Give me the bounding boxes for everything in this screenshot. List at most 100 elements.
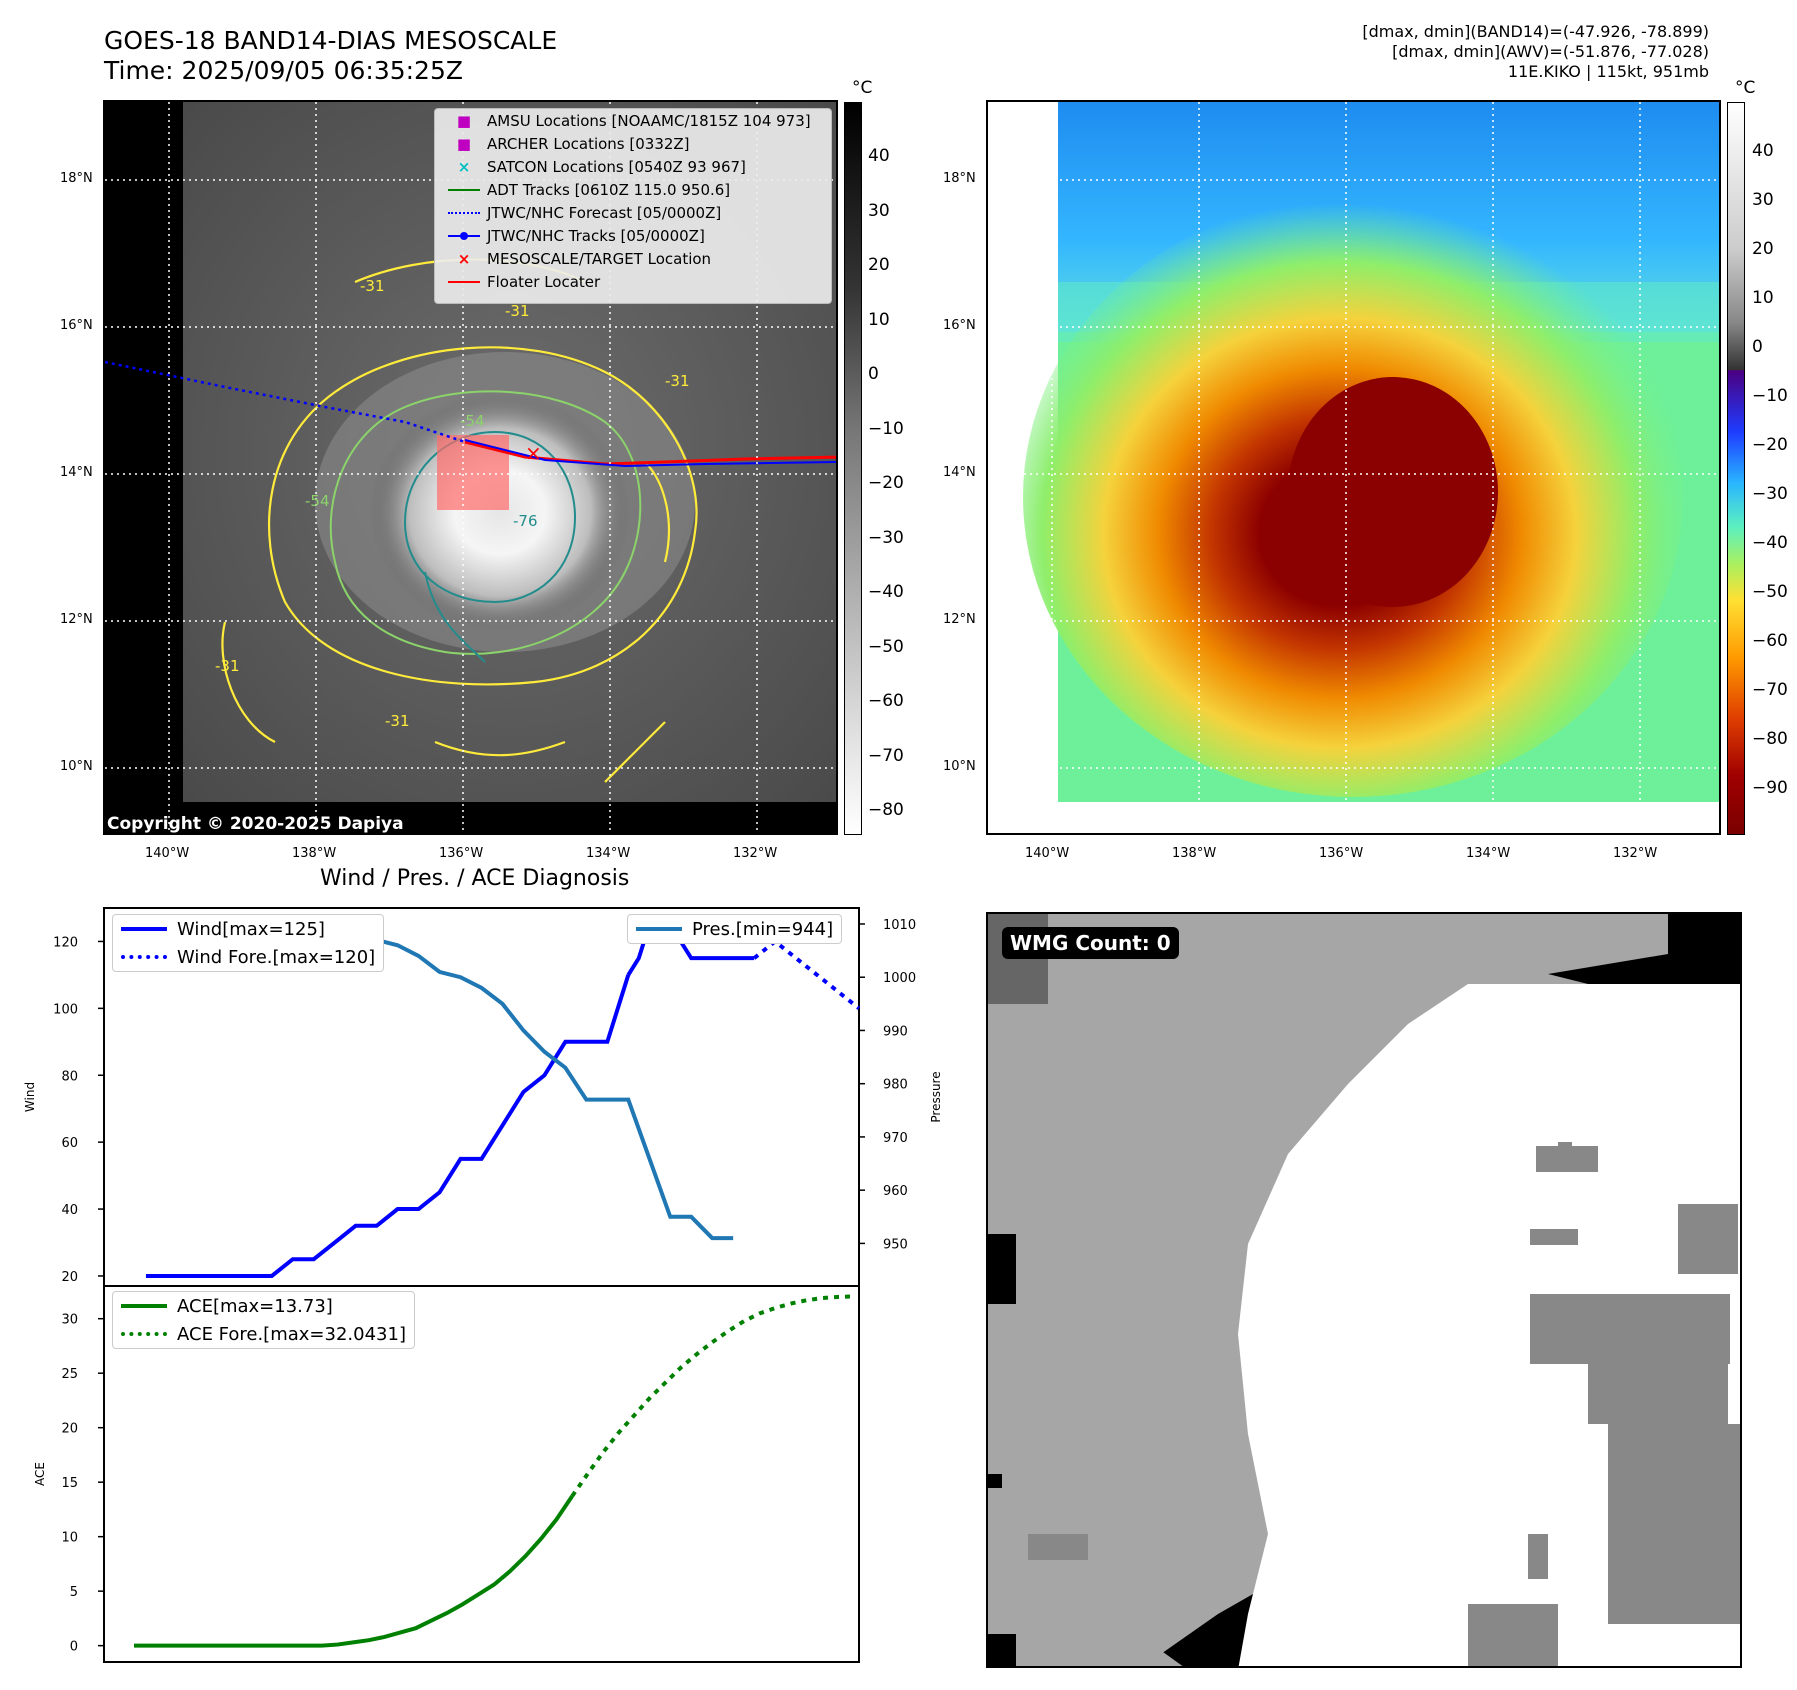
chart-title: GOES-18 BAND14-DIAS MESOSCALE <box>104 26 558 55</box>
legend-symbol <box>441 231 487 240</box>
legend-line-sample <box>121 1332 167 1336</box>
chart-legend: ACE[max=13.73] ACE Fore.[max=32.0431] <box>112 1291 415 1349</box>
wind-tick-label: 60 <box>61 1136 78 1151</box>
colorbar-tick: −70 <box>868 745 904 766</box>
colorbar-tick: −90 <box>1752 778 1788 798</box>
wind-tick-label: 20 <box>61 1270 78 1285</box>
colorbar-tick: 0 <box>1752 337 1763 357</box>
colorbar-unit: °C <box>1735 78 1756 98</box>
target-marker: × <box>525 441 542 465</box>
colorbar-tick: −70 <box>1752 680 1788 700</box>
contour-label: -54 <box>460 412 485 430</box>
legend-entry: × SATCON Locations [0540Z 93 967] <box>435 155 831 178</box>
chart-time: Time: 2025/09/05 06:35:25Z <box>104 56 463 85</box>
chart-legend: Pres.[min=944] <box>627 914 843 944</box>
ace-series-line <box>570 1294 855 1498</box>
lon-tick: 140°W <box>145 846 190 861</box>
color-colorbar <box>1727 102 1745 835</box>
colorbar-tick: −40 <box>1752 533 1788 553</box>
series-line <box>752 938 861 1010</box>
contour-label: -54 <box>305 492 330 510</box>
colorbar-tick: −50 <box>868 636 904 657</box>
lon-tick: 136°W <box>1319 846 1364 861</box>
legend-entry: JTWC/NHC Tracks [05/0000Z] <box>435 224 831 247</box>
colorbar-tick: −60 <box>868 691 904 711</box>
lat-tick: 16°N <box>943 318 976 333</box>
colorbar-tick: 30 <box>1752 190 1774 210</box>
colorbar-tick: −80 <box>868 800 904 820</box>
lat-tick: 18°N <box>943 171 976 186</box>
colorbar-tick: −40 <box>868 582 904 602</box>
wmg-image <box>988 914 1740 1666</box>
legend-entry: ■ ARCHER Locations [0332Z] <box>435 132 831 155</box>
floater-box <box>437 435 509 510</box>
legend-symbol: ■ <box>456 111 472 130</box>
chart-legend-entry: Wind Fore.[max=120] <box>113 943 383 971</box>
ace-series-line <box>134 1494 574 1648</box>
lat-tick: 10°N <box>60 759 93 774</box>
colorbar-tick: −30 <box>868 527 904 548</box>
lat-tick: 18°N <box>60 171 93 186</box>
lat-tick: 14°N <box>943 465 976 480</box>
legend-label: Floater Locater <box>487 272 601 291</box>
legend-label: MESOSCALE/TARGET Location <box>487 249 712 268</box>
colorbar-tick: 40 <box>868 146 890 166</box>
chart-legend-label: Wind Fore.[max=120] <box>177 946 376 968</box>
pressure-tick-label: 980 <box>883 1078 908 1093</box>
pressure-tick-label: 990 <box>883 1024 908 1039</box>
wind-axis-label: Wind <box>23 1082 37 1112</box>
wind-tick-label: 100 <box>53 1002 78 1017</box>
chart-legend-label: ACE[max=13.73] <box>177 1295 333 1317</box>
legend-label: JTWC/NHC Forecast [05/0000Z] <box>487 203 722 222</box>
pressure-tick-label: 1000 <box>883 971 916 986</box>
awv-map-image <box>988 102 1719 833</box>
wind-tick-label: 40 <box>61 1203 78 1218</box>
floater-track <box>464 440 836 466</box>
legend-symbol <box>441 280 487 283</box>
wind-tick-label: 80 <box>61 1069 78 1084</box>
lon-tick: 132°W <box>733 846 778 861</box>
legend-symbol <box>441 211 487 214</box>
gray-colorbar <box>844 102 862 835</box>
pressure-tick-label: 950 <box>883 1237 908 1252</box>
legend-line-sample <box>121 955 167 959</box>
lat-tick: 16°N <box>60 318 93 333</box>
legend-label: ARCHER Locations [0332Z] <box>487 134 690 153</box>
colorbar-tick: 20 <box>1752 239 1774 259</box>
colorbar-tick: 30 <box>868 200 890 221</box>
chart-legend-label: Pres.[min=944] <box>692 918 834 940</box>
contour-label: -31 <box>665 372 690 390</box>
colorbar-tick: −20 <box>868 473 904 493</box>
chart-legend-label: Wind[max=125] <box>177 918 325 940</box>
ace-tick-label: 15 <box>61 1476 78 1491</box>
ace-tick-label: 5 <box>70 1585 78 1600</box>
colorbar-tick: −80 <box>1752 729 1788 749</box>
pressure-tick-label: 960 <box>883 1184 908 1199</box>
wmg-count: WMG Count: 0 <box>1002 927 1179 959</box>
chart-legend-entry: ACE[max=13.73] <box>113 1292 414 1320</box>
pressure-tick-label: 1010 <box>883 918 916 933</box>
wmg-panel: WMG Count: 0 <box>986 912 1742 1668</box>
chart-legend-entry: Wind[max=125] <box>113 915 383 943</box>
dmax-band14: [dmax, dmin](BAND14)=(-47.926, -78.899) <box>1362 22 1709 41</box>
legend-line-sample <box>636 927 682 931</box>
ace-tick-label: 10 <box>61 1531 78 1546</box>
lat-tick: 12°N <box>943 612 976 627</box>
pressure-tick-label: 970 <box>883 1131 908 1146</box>
copyright: Copyright © 2020-2025 Dapiya <box>107 814 404 834</box>
legend-symbol <box>441 188 487 191</box>
legend-entry: ■ AMSU Locations [NOAAMC/1815Z 104 973] <box>435 109 831 132</box>
colorbar-unit: °C <box>852 78 873 98</box>
diagnosis-title: Wind / Pres. / ACE Diagnosis <box>320 866 630 891</box>
lon-tick: 140°W <box>1025 846 1070 861</box>
nhc-track <box>464 439 836 468</box>
ace-tick-label: 30 <box>61 1313 78 1328</box>
legend-label: AMSU Locations [NOAAMC/1815Z 104 973] <box>487 111 811 130</box>
pressure-axis-label: Pressure <box>929 1071 943 1122</box>
colorbar-tick: 0 <box>868 364 879 384</box>
contour-label: -76 <box>513 512 538 530</box>
awv-map-panel <box>986 100 1721 835</box>
legend-entry: ADT Tracks [0610Z 115.0 950.6] <box>435 178 831 201</box>
legend-entry: Floater Locater <box>435 270 831 293</box>
colorbar-tick: −30 <box>1752 484 1788 504</box>
